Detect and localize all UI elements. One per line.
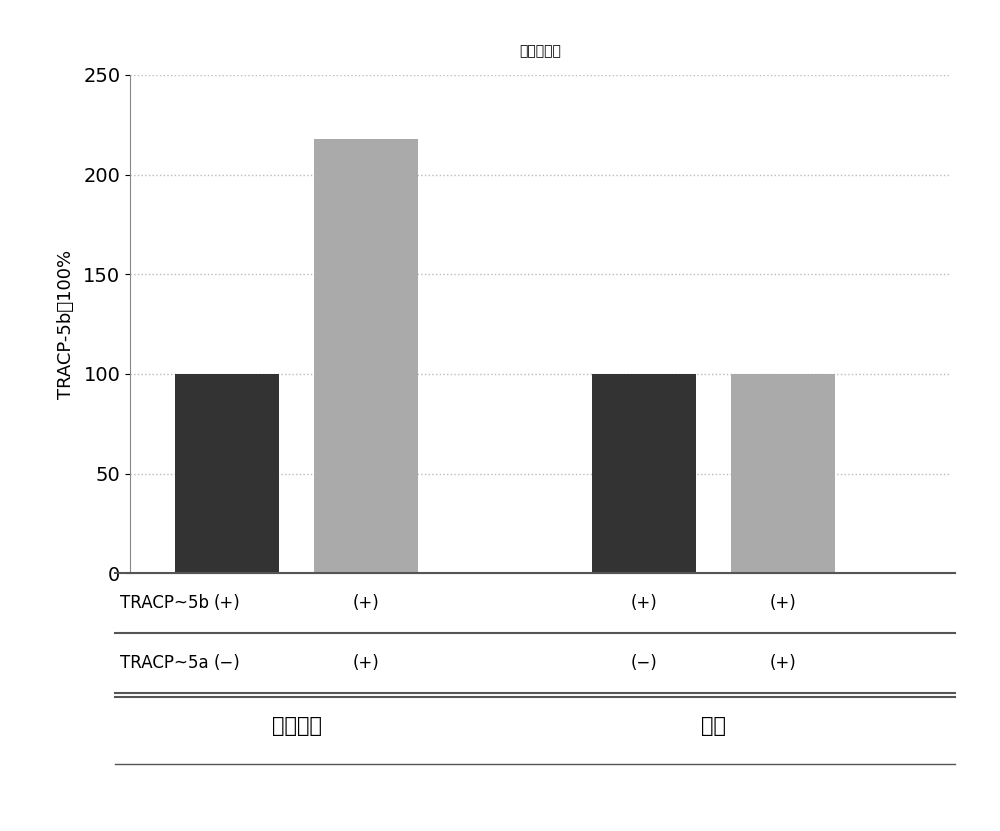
- Bar: [314, 139, 418, 573]
- Text: TRACP~5b: TRACP~5b: [120, 594, 209, 612]
- Text: (+): (+): [353, 594, 380, 612]
- Bar: [731, 374, 835, 573]
- Text: (−): (−): [631, 654, 658, 672]
- Text: (+): (+): [631, 594, 658, 612]
- Text: (+): (+): [770, 594, 797, 612]
- Text: 公知方法: 公知方法: [272, 716, 322, 736]
- Text: TRACP~5a: TRACP~5a: [120, 654, 209, 672]
- Text: 本法: 本法: [701, 716, 726, 736]
- Text: (+): (+): [214, 594, 241, 612]
- Bar: [175, 374, 279, 573]
- Text: (−): (−): [214, 654, 241, 672]
- Title: 特异性检定: 特异性检定: [519, 44, 561, 58]
- Y-axis label: TRACP-5b＝100%: TRACP-5b＝100%: [57, 249, 75, 399]
- Text: (+): (+): [770, 654, 797, 672]
- Bar: [592, 374, 696, 573]
- Text: (+): (+): [353, 654, 380, 672]
